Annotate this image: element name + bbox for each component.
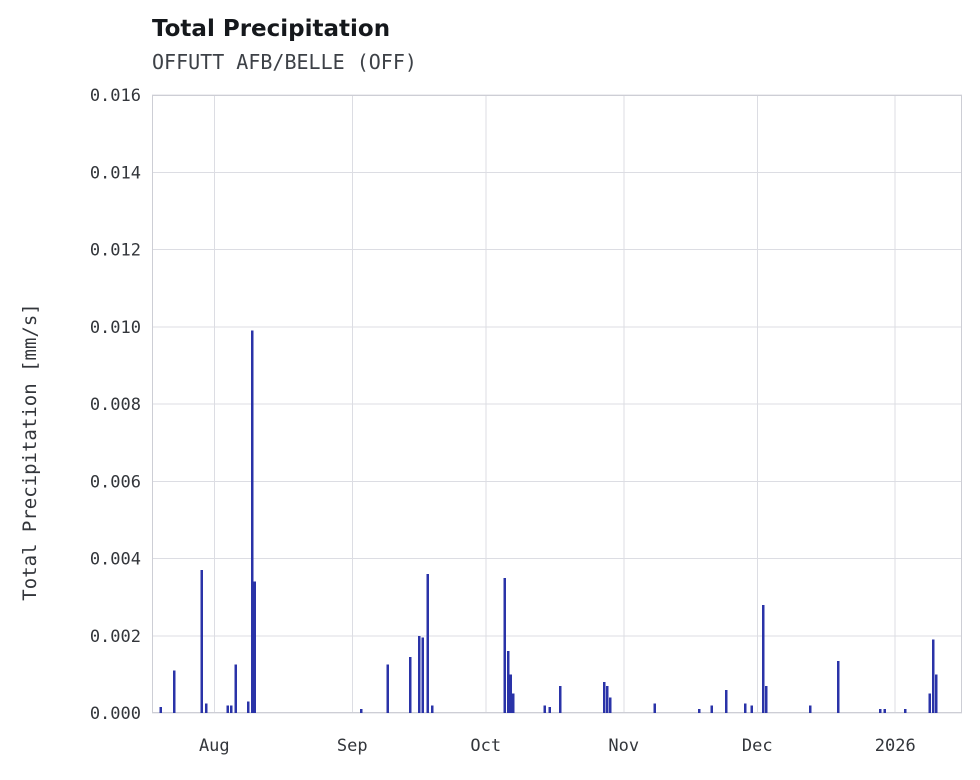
precip-bar bbox=[710, 705, 714, 713]
precip-bar bbox=[246, 701, 250, 713]
precip-bar bbox=[543, 705, 547, 713]
precip-bar bbox=[609, 697, 612, 713]
y-tick-label: 0.002 bbox=[90, 627, 141, 647]
precip-bar bbox=[931, 639, 935, 713]
precip-bar bbox=[503, 577, 507, 713]
precip-bar bbox=[878, 709, 882, 713]
precip-bar bbox=[386, 664, 390, 713]
precip-bar bbox=[602, 682, 606, 713]
precip-bar bbox=[934, 674, 938, 714]
precip-bar bbox=[698, 709, 701, 713]
precip-bar bbox=[653, 703, 657, 713]
precip-bar bbox=[808, 705, 812, 713]
precip-bar bbox=[229, 705, 233, 713]
precip-bar bbox=[417, 635, 421, 713]
precip-bar bbox=[761, 604, 765, 713]
precip-bar bbox=[431, 705, 434, 713]
y-tick-label: 0.014 bbox=[90, 163, 141, 183]
precip-bar bbox=[548, 707, 552, 713]
y-tick-label: 0.012 bbox=[90, 241, 141, 261]
precip-bar bbox=[426, 573, 430, 713]
precip-bar bbox=[159, 707, 163, 713]
precip-bar bbox=[744, 703, 747, 713]
precip-bar bbox=[724, 689, 728, 713]
precip-bar bbox=[421, 637, 424, 713]
precip-bar bbox=[234, 664, 237, 713]
x-tick-label: 2026 bbox=[875, 736, 916, 756]
precip-bar bbox=[750, 705, 754, 713]
precip-bar bbox=[408, 656, 412, 713]
precip-bar bbox=[509, 674, 512, 714]
precip-bar bbox=[512, 693, 515, 713]
precip-bar bbox=[173, 670, 176, 713]
chart-title: Total Precipitation bbox=[152, 16, 391, 42]
y-tick-label: 0.008 bbox=[90, 395, 141, 415]
precip-bar bbox=[558, 685, 562, 713]
precip-bar bbox=[903, 709, 907, 713]
precip-bar bbox=[837, 660, 840, 713]
precip-bar bbox=[253, 581, 257, 713]
precip-bar bbox=[359, 709, 363, 713]
precip-bar bbox=[928, 693, 932, 713]
precip-bar bbox=[764, 685, 768, 713]
precip-bar bbox=[606, 685, 609, 713]
y-tick-label: 0.016 bbox=[90, 86, 141, 106]
x-tick-label: Dec bbox=[742, 736, 773, 756]
precip-bar bbox=[226, 705, 229, 713]
precip-bar bbox=[883, 709, 886, 713]
y-tick-label: 0.006 bbox=[90, 472, 141, 492]
chart-subtitle: OFFUTT AFB/BELLE (OFF) bbox=[152, 50, 417, 74]
precip-bar bbox=[250, 330, 254, 713]
x-tick-label: Sep bbox=[337, 736, 368, 756]
x-tick-label: Nov bbox=[608, 736, 639, 756]
y-tick-label: 0.004 bbox=[90, 550, 141, 570]
x-tick-label: Aug bbox=[199, 736, 230, 756]
precip-bar bbox=[205, 703, 208, 713]
precip-bar bbox=[506, 651, 510, 713]
y-tick-label: 0.000 bbox=[90, 704, 141, 724]
y-tick-label: 0.010 bbox=[90, 318, 141, 338]
x-tick-label: Oct bbox=[470, 736, 501, 756]
plot-border bbox=[152, 95, 962, 713]
precip-bar bbox=[200, 570, 204, 713]
